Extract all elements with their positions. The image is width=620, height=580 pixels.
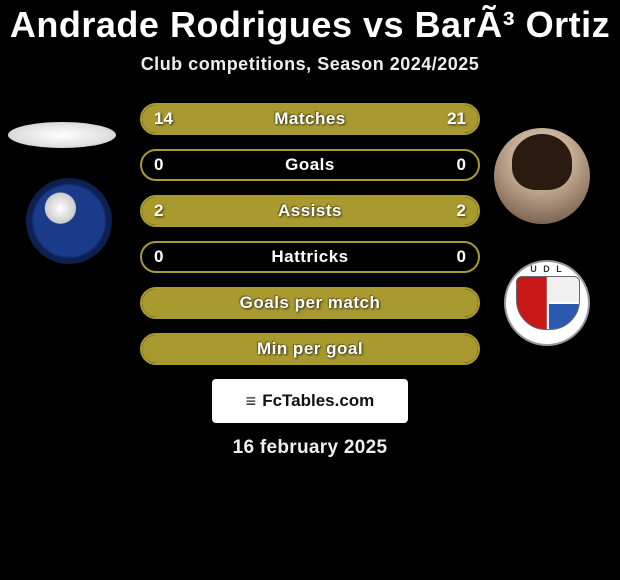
stat-row: 14 21 Matches xyxy=(140,103,480,135)
stat-row: 0 0 Hattricks xyxy=(140,241,480,273)
stat-value-right: 0 xyxy=(457,247,466,267)
player1-name: Andrade Rodrigues xyxy=(10,4,353,45)
club-right-text: U D L xyxy=(506,264,588,274)
watermark: ≡ FcTables.com xyxy=(212,379,408,423)
vs-text: vs xyxy=(363,4,404,45)
stat-label: Assists xyxy=(278,201,342,221)
player2-name: BarÃ³ Ortiz xyxy=(415,4,611,45)
stat-row: 0 0 Goals xyxy=(140,149,480,181)
stat-row: 2 2 Assists xyxy=(140,195,480,227)
stat-label: Hattricks xyxy=(271,247,348,267)
date-label: 16 february 2025 xyxy=(0,437,620,459)
stat-value-right: 0 xyxy=(457,155,466,175)
stat-label: Min per goal xyxy=(257,339,363,359)
stat-value-right: 2 xyxy=(457,201,466,221)
stat-value-left: 14 xyxy=(154,109,173,129)
subtitle: Club competitions, Season 2024/2025 xyxy=(0,54,620,75)
stat-value-right: 21 xyxy=(447,109,466,129)
stat-label: Goals xyxy=(285,155,335,175)
player2-club-badge: U D L xyxy=(504,260,590,346)
page-title: Andrade Rodrigues vs BarÃ³ Ortiz xyxy=(0,4,620,46)
stat-value-left: 0 xyxy=(154,155,163,175)
stats-list: 14 21 Matches 0 0 Goals 2 2 Assists 0 0 Hattricks Go… xyxy=(140,103,480,365)
player1-club-badge xyxy=(26,178,112,264)
stat-label: Goals per match xyxy=(240,293,381,313)
player2-avatar xyxy=(494,128,590,224)
fctables-icon: ≡ xyxy=(246,391,257,412)
player1-avatar xyxy=(8,122,116,148)
stat-value-left: 2 xyxy=(154,201,163,221)
stat-value-left: 0 xyxy=(154,247,163,267)
stat-row: Goals per match xyxy=(140,287,480,319)
stat-row: Min per goal xyxy=(140,333,480,365)
stat-label: Matches xyxy=(274,109,346,129)
watermark-text: FcTables.com xyxy=(262,391,374,411)
